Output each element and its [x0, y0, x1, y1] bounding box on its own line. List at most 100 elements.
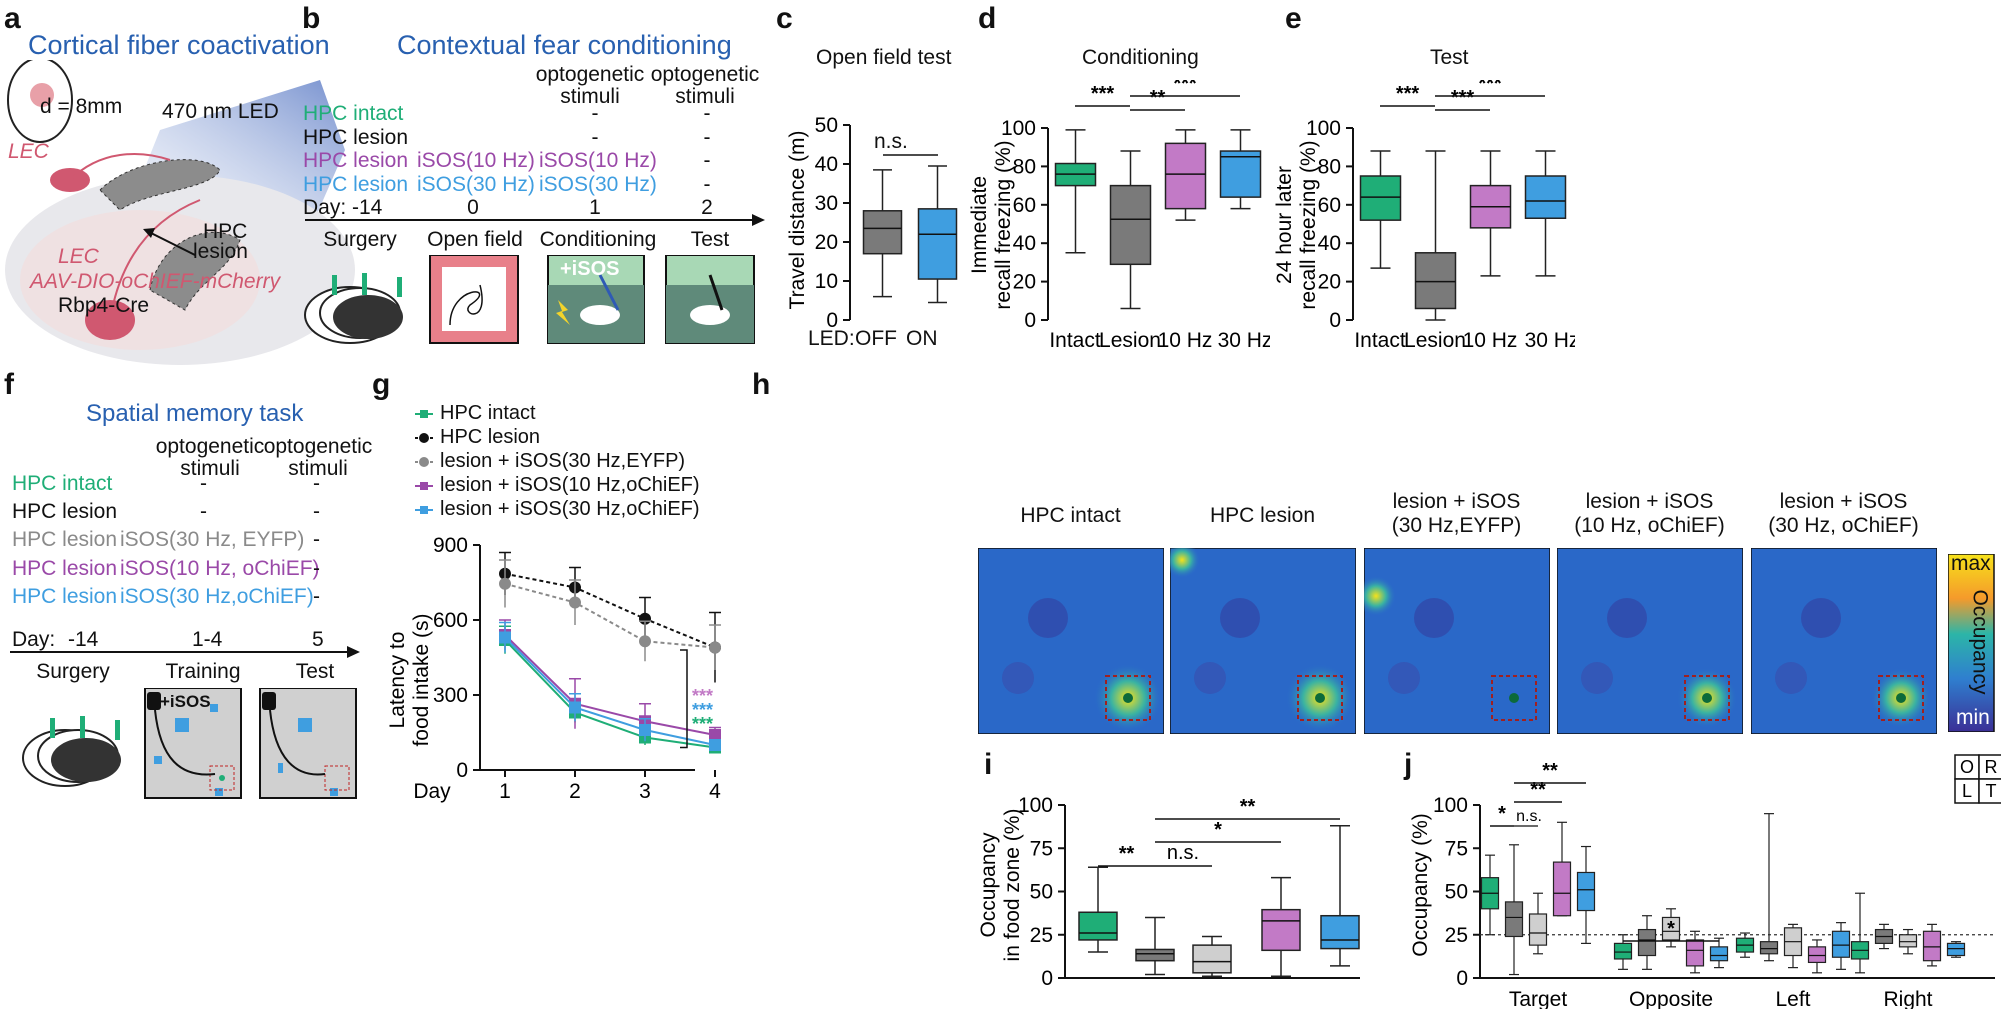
brain-sections-icon	[22, 716, 121, 787]
panel-b-step-openfield: Open field	[427, 228, 523, 251]
legend-marker-intact	[415, 410, 433, 418]
panel-e-ytick-label: 100	[1306, 117, 1341, 140]
panel-j-group-label: Right	[1883, 988, 1932, 1009]
panel-g-ytick-label: 600	[433, 609, 468, 632]
panel-g-point	[499, 631, 511, 644]
food-location-dot	[1702, 693, 1712, 703]
panel-j-ylabel: Occupancy (%)	[1409, 813, 1432, 957]
heatmap-4	[1557, 548, 1743, 734]
panel-f-day-0: -14	[68, 628, 99, 651]
panel-a-hpc: HPC	[203, 220, 248, 243]
panel-g-point	[709, 729, 721, 741]
panel-j-ytick-label: 75	[1445, 837, 1468, 860]
panel-g-xtick-label: 2	[569, 780, 581, 803]
panel-f-row3-d1: iSOS(30 Hz, EYFP)	[120, 528, 305, 551]
panel-j-box	[1807, 946, 1827, 964]
panel-g-point	[639, 635, 651, 648]
panel-c-ytick-label: 20	[815, 231, 838, 254]
test-chamber-icon	[665, 255, 755, 344]
panel-g-sig: ***	[692, 700, 713, 720]
panel-a-lec2: LEC	[58, 245, 99, 268]
panel-b-title: Contextual fear conditioning	[397, 30, 732, 60]
heatmap-title-5: lesion + iSOS (30 Hz, oChiEF)	[1768, 490, 1919, 537]
panel-i-label: i	[984, 748, 993, 781]
legend-marker-30hz	[415, 506, 433, 514]
panel-c-xlabel-off: OFF	[855, 327, 897, 350]
panel-i-ytick-label: 100	[1018, 794, 1053, 817]
heatmap-low-spot	[1194, 662, 1226, 694]
panel-c-label: c	[776, 2, 793, 35]
panel-j-group-label: Opposite	[1629, 988, 1713, 1009]
panel-d-sig-1-stars: ***	[1091, 83, 1115, 105]
panel-j-sig-3-stars: **	[1530, 779, 1546, 801]
panel-f-row1-d1: -	[200, 472, 207, 495]
panel-e-xlabel: Lesion	[1404, 329, 1466, 352]
panel-j-quadrant-cell	[1978, 778, 2001, 804]
panel-c-xlabel-led: LED:	[808, 327, 855, 350]
panel-a-d-text: d = 8mm	[40, 95, 123, 118]
panel-c-ytick-label: 40	[815, 153, 838, 176]
panel-g-ylabel-2: food intake (s)	[410, 613, 433, 746]
legend-marker-10hz	[415, 482, 433, 490]
panel-e-box	[1524, 175, 1567, 219]
panel-d-ylabel-2: recall freezing (%)	[992, 140, 1015, 309]
panel-d-label: d	[978, 2, 997, 35]
panel-d-xlabel: Intact	[1049, 329, 1101, 352]
heatmap-title-4: lesion + iSOS (10 Hz, oChiEF)	[1574, 490, 1725, 537]
food-zone-box	[1491, 675, 1537, 721]
panel-c-box	[917, 208, 958, 280]
panel-f-row5-d2: -	[313, 585, 320, 608]
panel-d-xlabel: Lesion	[1099, 329, 1161, 352]
panel-i-sig-3-stars: *	[1214, 819, 1222, 841]
panel-c-ns: n.s.	[874, 130, 908, 153]
panel-e-ytick-label: 80	[1318, 155, 1341, 178]
test-arena-icon	[259, 688, 357, 799]
panel-f-row2-name: HPC lesion	[12, 500, 118, 523]
panel-j-box	[1946, 942, 1966, 957]
heatmap-low-spot	[1775, 662, 1807, 694]
panel-d-ytick-label: 0	[1024, 309, 1036, 332]
panel-f-label: f	[4, 368, 14, 401]
legend-marker-eyfp	[415, 457, 433, 467]
panel-b-row4-name: HPC lesion	[303, 173, 409, 196]
panel-i-ytick-label: 75	[1030, 837, 1053, 860]
panel-b-row2-d1: -	[591, 126, 599, 149]
panel-b-day-0: 0	[467, 196, 479, 219]
panel-i-ytick-label: 0	[1041, 967, 1053, 990]
panel-d-ytick-label: 60	[1013, 194, 1036, 217]
panel-b-row3-name: HPC lesion	[303, 149, 409, 172]
panel-g-xlabel: Day	[413, 780, 451, 803]
panel-f-row4-d1: iSOS(10 Hz, oChiEF)	[120, 557, 320, 580]
panel-g-point	[709, 641, 721, 654]
conditioning-chamber-icon	[547, 255, 645, 344]
panel-i-sig-1-stars: **	[1119, 843, 1135, 865]
panel-f-schematics	[22, 688, 357, 799]
heatmap-5	[1751, 548, 1937, 734]
panel-d-title: Conditioning	[1082, 46, 1199, 69]
panel-j-box	[1709, 946, 1729, 962]
panel-b-day-label: Day: -14	[303, 196, 383, 219]
panel-g-xtick-label: 4	[709, 780, 721, 803]
panel-e-xlabel: 10 Hz	[1463, 329, 1518, 352]
panel-c-ytick-label: 0	[826, 309, 838, 332]
panel-j-box	[1613, 942, 1633, 960]
panel-i-ylabel-1: Occupancy	[977, 832, 1000, 938]
panel-e-xlabel: Intact	[1354, 329, 1406, 352]
panel-g-label: g	[372, 368, 391, 401]
panel-j-sig-5-stars: *	[1667, 918, 1675, 940]
panel-b-day-2: 2	[701, 196, 713, 219]
panel-b-schematics	[304, 255, 755, 344]
open-field-arena-icon	[429, 255, 519, 344]
panel-b-step-test: Test	[690, 228, 730, 251]
panel-c-xlabel-on: ON	[906, 327, 938, 350]
panel-e-sig-3-stars: ***	[1478, 80, 1502, 95]
panel-d-ytick-label: 80	[1013, 155, 1036, 178]
panel-j-ytick-label: 100	[1433, 794, 1468, 817]
panel-j-label: j	[1404, 748, 1413, 781]
panel-b-row2-d2: -	[703, 126, 711, 149]
panel-i-box	[1320, 914, 1360, 950]
heatmap-low-spot	[1028, 598, 1068, 638]
heatmap-hotspot	[1170, 548, 1200, 578]
panel-b-timeline-arrow	[305, 214, 765, 226]
panel-d-ylabel-1: Immediate	[970, 176, 991, 274]
